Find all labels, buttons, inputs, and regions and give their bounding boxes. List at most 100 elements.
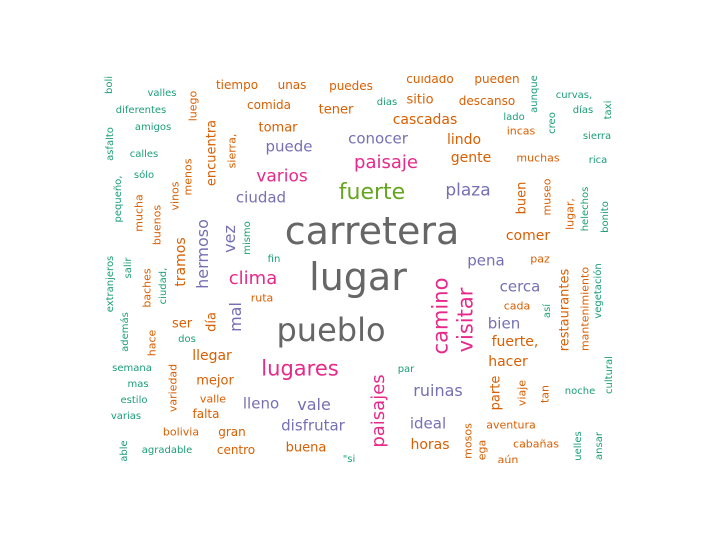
- word-valle: valle: [199, 392, 227, 406]
- word-mismo: mismo: [242, 221, 253, 255]
- word-gran: gran: [218, 425, 246, 439]
- word-dias: dias: [376, 97, 398, 108]
- word-varias: varias: [110, 411, 142, 422]
- word-unas: unas: [277, 78, 307, 92]
- word-menos: menos: [181, 158, 195, 196]
- word-ega: ega: [475, 439, 489, 461]
- word-pueblo: pueblo: [276, 311, 386, 349]
- word-sitio: sitio: [406, 92, 434, 108]
- word-visitar: visitar: [453, 287, 478, 353]
- word-luego: luego: [186, 90, 200, 122]
- word-hace: hace: [145, 329, 159, 357]
- word-carretera: carretera: [284, 209, 460, 253]
- word-diferentes: diferentes: [115, 105, 167, 116]
- word-cascadas: cascadas: [392, 112, 458, 128]
- word-plaza: plaza: [445, 180, 491, 201]
- word-incas: incas: [506, 124, 536, 138]
- word-mal: mal: [226, 302, 245, 332]
- word-baches: baches: [140, 268, 154, 308]
- word-clima: clima: [228, 268, 278, 289]
- word-disfrutar: disfrutar: [281, 416, 345, 435]
- word-así: así: [542, 303, 553, 319]
- word-además: además: [120, 312, 131, 352]
- word-vez: vez: [220, 225, 239, 253]
- word-fuerte: fuerte: [338, 180, 406, 205]
- word-buen: buen: [514, 181, 530, 215]
- word-ideal: ideal: [409, 414, 447, 433]
- word-viaje: viaje: [515, 379, 529, 407]
- word-si: "si: [342, 454, 356, 464]
- word-puede: puede: [265, 137, 313, 156]
- word-aún: aún: [497, 453, 519, 464]
- word-uelles: uelles: [573, 431, 584, 461]
- word-restaurantes: restaurantes: [557, 268, 573, 352]
- word-rica: rica: [588, 155, 608, 166]
- word-lugares: lugares: [261, 356, 339, 381]
- word-descanso: descanso: [458, 94, 516, 108]
- word-pequeño: pequeño,: [113, 175, 124, 223]
- word-cabañas: cabañas: [513, 437, 559, 451]
- word-noche: noche: [564, 386, 596, 397]
- word-ciudad: ciudad,: [158, 267, 169, 305]
- word-hermoso: hermoso: [193, 219, 212, 289]
- word-ruta: ruta: [250, 291, 274, 305]
- word-mas: mas: [127, 379, 149, 390]
- word-fuerte: fuerte,: [491, 334, 539, 350]
- word-parte: parte: [488, 375, 504, 411]
- word-cultural: cultural: [604, 356, 615, 394]
- word-camino: camino: [428, 277, 453, 355]
- word-varios: varios: [256, 166, 308, 187]
- word-estilo: estilo: [120, 395, 148, 406]
- word-hacer: hacer: [488, 354, 528, 370]
- word-paisajes: paisajes: [368, 374, 389, 448]
- word-mantenimiento: mantenimiento: [578, 266, 592, 352]
- word-llegar: llegar: [192, 348, 232, 364]
- word-horas: horas: [410, 437, 450, 453]
- word-tiempo: tiempo: [215, 78, 259, 92]
- word-cuidado: cuidado: [406, 75, 454, 86]
- word-boli: boli: [104, 75, 115, 95]
- word-paisaje: paisaje: [354, 152, 418, 173]
- word-mejor: mejor: [196, 373, 234, 389]
- word-sierra: sierra,: [225, 133, 239, 169]
- word-par: par: [397, 364, 415, 375]
- word-amigos: amigos: [134, 122, 172, 133]
- word-calles: calles: [129, 149, 159, 160]
- word-ciudad: ciudad: [235, 188, 287, 207]
- word-bonito: bonito: [600, 201, 611, 233]
- word-taxi: taxi: [603, 100, 614, 120]
- word-museo: museo: [540, 178, 554, 216]
- word-tomar: tomar: [258, 120, 298, 136]
- word-buena: buena: [285, 440, 327, 456]
- word-lleno: lleno: [242, 394, 280, 413]
- word-conocer: conocer: [348, 129, 408, 148]
- word-semana: semana: [112, 363, 152, 374]
- word-vinos: vinos: [168, 181, 182, 211]
- word-extranjeros: extranjeros: [105, 255, 116, 313]
- word-cada: cada: [503, 299, 531, 313]
- word-aventura: aventura: [486, 418, 536, 432]
- word-ruinas: ruinas: [413, 381, 463, 400]
- word-paz: paz: [530, 252, 550, 266]
- word-días: días: [572, 105, 594, 116]
- word-muchas: muchas: [516, 151, 560, 165]
- word-pena: pena: [467, 251, 505, 270]
- word-sierra: sierra: [582, 131, 612, 142]
- word-able: able: [119, 440, 130, 462]
- word-lindo: lindo: [446, 132, 482, 148]
- word-mucha: mucha: [132, 194, 146, 232]
- word-centro: centro: [216, 443, 256, 457]
- word-creo: creo: [547, 112, 558, 134]
- word-valles: valles: [147, 88, 177, 99]
- word-asfalto: asfalto: [105, 127, 116, 161]
- word-tener: tener: [318, 102, 354, 118]
- word-tan: tan: [538, 384, 552, 404]
- word-curvas: curvas,: [555, 90, 593, 101]
- word-cerca: cerca: [499, 277, 541, 296]
- word-tramos: tramos: [173, 237, 189, 287]
- word-día: día: [204, 312, 220, 332]
- word-vale: vale: [297, 395, 331, 414]
- word-salir: salir: [123, 257, 134, 279]
- word-puedes: puedes: [329, 79, 373, 93]
